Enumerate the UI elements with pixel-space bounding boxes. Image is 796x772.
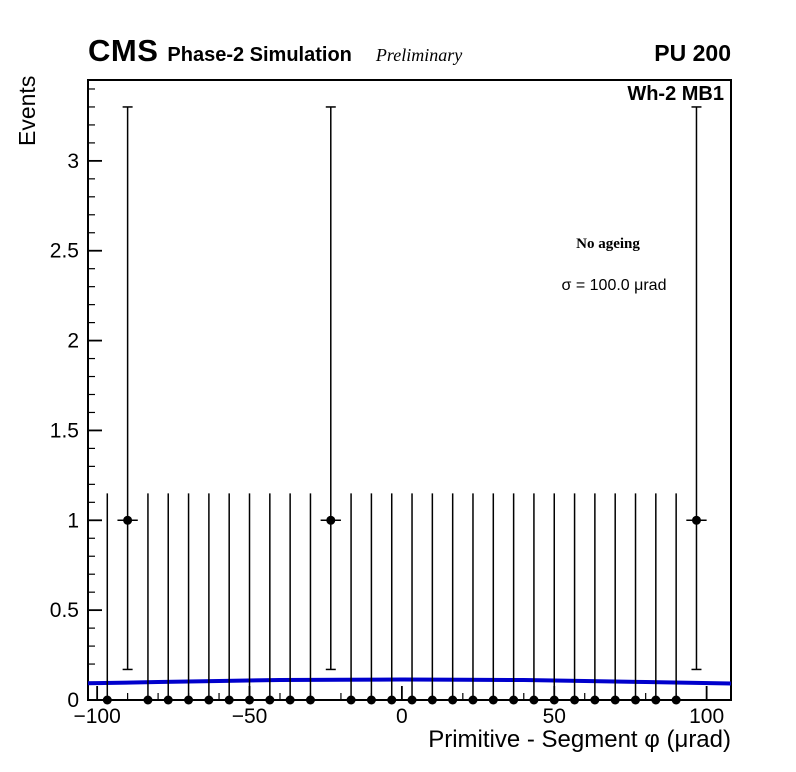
- data-marker: [651, 695, 661, 705]
- data-marker: [245, 695, 255, 705]
- data-marker: [285, 695, 295, 705]
- x-tick-label: 0: [396, 705, 408, 728]
- data-marker: [631, 695, 641, 705]
- y-tick-label: 1: [67, 509, 79, 532]
- data-marker: [427, 695, 437, 705]
- x-tick-label: −50: [232, 705, 268, 728]
- data-marker: [448, 695, 458, 705]
- data-marker: [184, 695, 194, 705]
- data-marker: [488, 695, 498, 705]
- data-marker: [590, 695, 600, 705]
- data-marker: [204, 695, 214, 705]
- pileup-label: PU 200: [654, 40, 731, 66]
- data-marker: [570, 695, 580, 705]
- data-marker: [346, 695, 356, 705]
- data-marker: [143, 695, 153, 705]
- plot-header: CMS Phase-2 Simulation Preliminary PU 20…: [88, 33, 731, 69]
- data-marker: [671, 695, 681, 705]
- y-tick-label: 1.5: [50, 419, 79, 442]
- data-marker: [163, 695, 173, 705]
- data-marker: [549, 695, 559, 705]
- data-marker: [123, 515, 133, 525]
- x-axis-title: Primitive - Segment φ (μrad): [428, 726, 731, 753]
- data-marker: [387, 695, 397, 705]
- ageing-annotation: No ageing: [576, 236, 640, 252]
- data-marker: [610, 695, 620, 705]
- data-marker: [102, 695, 112, 705]
- data-marker: [265, 695, 275, 705]
- fit-line: [87, 677, 732, 686]
- data-marker: [529, 695, 539, 705]
- region-label: Wh-2 MB1: [627, 83, 724, 105]
- x-tick-label: 50: [543, 705, 566, 728]
- data-marker: [509, 695, 519, 705]
- x-tick-label: 100: [689, 705, 724, 728]
- y-tick-label: 2: [67, 330, 79, 353]
- preliminary-label: Preliminary: [375, 45, 463, 65]
- y-tick-label: 3: [67, 150, 79, 173]
- data-marker: [305, 695, 315, 705]
- data-marker: [468, 695, 478, 705]
- cms-logo-text: CMS: [88, 33, 159, 68]
- data-marker: [224, 695, 234, 705]
- y-tick-label: 0: [67, 689, 79, 712]
- x-tick-label: −100: [73, 705, 120, 728]
- data-marker: [326, 515, 336, 525]
- data-marker: [407, 695, 417, 705]
- y-tick-label: 2.5: [50, 240, 79, 263]
- data-marker: [691, 515, 701, 525]
- phase2-simulation-label: Phase-2 Simulation: [167, 44, 352, 66]
- data-marker: [366, 695, 376, 705]
- plot-frame: [87, 79, 732, 701]
- y-tick-label: 0.5: [50, 599, 79, 622]
- sigma-annotation: σ = 100.0 μrad: [561, 277, 667, 294]
